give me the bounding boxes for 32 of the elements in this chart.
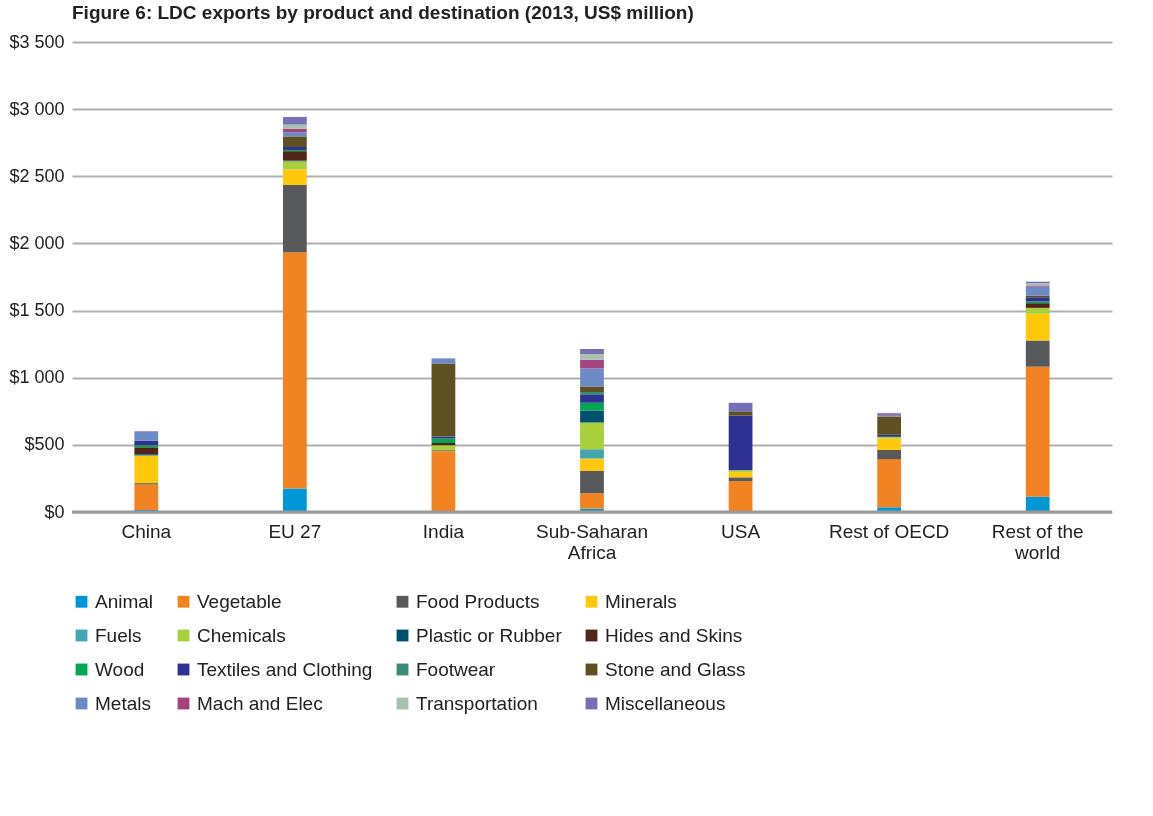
x-tick-label: India [422, 520, 465, 542]
y-tick-label: $1 000 [9, 367, 65, 388]
legend-label: Food Products [416, 590, 540, 612]
legend-label: Hides and Skins [605, 624, 743, 646]
x-tick-label: Sub-Saharan Africa [536, 520, 648, 563]
x-tick-label: Rest of the world [991, 520, 1084, 563]
x-tick-label: EU 27 [268, 520, 322, 542]
legend-label: Animal [95, 590, 154, 612]
legend-label: Metals [95, 692, 151, 714]
legend-label: Textiles and Clothing [197, 658, 373, 680]
y-tick-label: $0 [44, 501, 65, 522]
x-tick-label: Rest of OECD [828, 520, 950, 542]
y-tick-label: $3 500 [9, 31, 65, 52]
chart-title: Figure 6: LDC exports by product and destination (2013, US$ million) [72, 2, 694, 23]
legend-label: Chemicals [197, 624, 286, 646]
legend-label: Transportation [416, 692, 538, 714]
y-tick-label: $500 [24, 434, 65, 455]
legend-label: Plastic or Rubber [416, 624, 563, 646]
legend-label: Stone and Glass [605, 658, 746, 680]
legend-label: Vegetable [197, 590, 282, 612]
y-tick-label: $3 000 [9, 98, 65, 119]
x-tick-label: USA [721, 520, 761, 542]
legend-label: Minerals [605, 590, 677, 612]
x-tick-label: China [121, 520, 172, 542]
legend-label: Footwear [416, 658, 496, 680]
legend-label: Wood [95, 658, 145, 680]
legend-label: Fuels [95, 624, 142, 646]
legend-label: Mach and Elec [197, 692, 323, 714]
y-tick-label: $2 500 [9, 165, 65, 186]
y-tick-label: $1 500 [9, 300, 65, 321]
legend-label: Miscellaneous [605, 692, 726, 714]
y-tick-label: $2 000 [9, 232, 65, 253]
